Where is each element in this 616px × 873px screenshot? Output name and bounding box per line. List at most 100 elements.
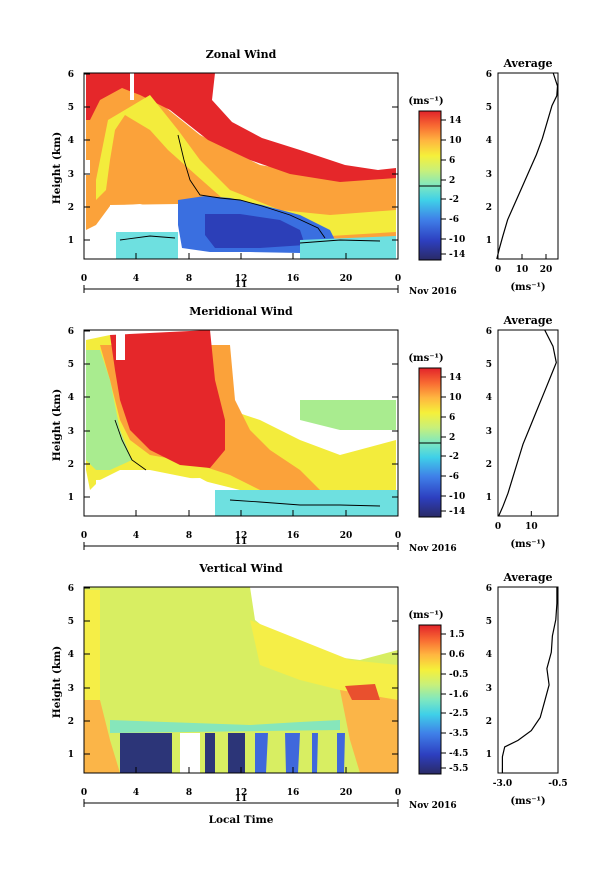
vertical-xtick-label: 12 [235,788,248,798]
meridional-cb-label: 2 [449,433,455,443]
zonal-ylabel: Height (km) [51,132,63,204]
zonal-avg-xtick-label: 20 [540,265,553,275]
meridional-zero-contour [114,419,381,507]
meridional-date-bar: 11 Nov 2016 [83,537,457,554]
zonal-xtick-label: 8 [186,274,192,284]
vertical-xtick-label: 0 [81,788,87,798]
vertical-greenblue-band [110,720,340,733]
zonal-average-xticks: 0 10 20 [495,254,552,275]
vertical-cb-label: 0.6 [449,650,465,660]
vertical-wind-panel: Vertical Wind 1 2 3 4 5 6 Height (km) 0 [51,562,568,826]
zonal-avg-ytick-label: 1 [486,236,492,246]
zonal-avg-ytick-label: 5 [486,103,492,113]
zonal-cb-label: -2 [449,195,459,205]
zonal-avg-ytick-label: 2 [486,203,492,213]
meridional-cb-label: -2 [449,452,459,462]
vertical-average-yticks: 1 2 3 4 5 6 [486,584,492,760]
vertical-xlabel: Local Time [209,814,274,826]
zonal-ytick-label: 4 [68,136,74,146]
zonal-average-frame [497,72,559,260]
meridional-avg-xtick-label: 0 [495,522,501,532]
zonal-colorbar-unit: (ms⁻¹) [408,96,443,107]
zonal-wind-panel: Zonal Wind 1 2 3 4 5 6 Height (km) 0 4 [51,48,559,297]
meridional-red-region [110,330,225,468]
zonal-red-region [86,73,396,182]
vertical-xtick-label: 16 [287,788,300,798]
zonal-average-xlabel: (ms⁻¹) [510,282,545,293]
vertical-red-patch [345,684,380,700]
vertical-avg-ytick-label: 4 [486,650,492,660]
vertical-y-ticks: 1 2 3 4 5 6 [68,584,398,760]
zonal-xtick-label: 4 [133,274,139,284]
meridional-cb-label: 10 [449,393,462,403]
meridional-average-profile-line [498,329,557,517]
vertical-cb-label: -0.5 [449,670,468,680]
vertical-xtick-label: 8 [186,788,192,798]
meridional-ytick-label: 1 [68,493,74,503]
zonal-avg-xtick-label: 10 [516,265,529,275]
meridional-y-ticks: 1 2 3 4 5 6 [68,327,398,503]
meridional-ytick-label: 2 [68,460,74,470]
meridional-ytick-label: 6 [68,327,74,337]
zonal-cb-label: -6 [449,215,459,225]
meridional-xtick-label: 4 [133,531,139,541]
meridional-avg-ytick-label: 1 [486,493,492,503]
vertical-cb-label: -4.5 [449,749,468,759]
zonal-y-ticks: 1 2 3 4 5 6 [68,70,398,246]
meridional-avg-ytick-label: 2 [486,460,492,470]
zonal-average-title: Average [502,57,552,70]
vertical-avg-xtick-label: -0.5 [548,779,567,789]
zonal-ytick-label: 6 [68,70,74,80]
vertical-date-bar: 11 Nov 2016 [83,794,457,811]
vertical-title: Vertical Wind [198,562,283,575]
meridional-avg-ytick-label: 4 [486,393,492,403]
zonal-average-profile-line [496,72,559,260]
meridional-colorbar: (ms⁻¹) 14 10 6 2 -2 -6 -10 -14 [408,353,465,518]
zonal-cb-label: 14 [449,116,462,126]
zonal-average-yticks: 1 2 3 4 5 6 [486,70,492,246]
meridional-xtick-label: 8 [186,531,192,541]
vertical-colorbar: (ms⁻¹) 1.5 0.6 -0.5 -1.6 -2.5 -3.5 -4.5 … [408,610,468,775]
vertical-average-profile-line [501,587,558,773]
vertical-ytick-label: 1 [68,750,74,760]
meridional-average-xlabel: (ms⁻¹) [510,539,545,550]
vertical-average-xticks: -3.0 -0.5 [493,768,568,789]
zonal-xtick-label: 20 [340,274,353,284]
vertical-ytick-label: 6 [68,584,74,594]
vertical-average-panel: Average 1 2 3 4 5 6 -3.0 -0.5 (ms⁻¹) [486,571,568,807]
zonal-xtick-label: 12 [235,274,248,284]
zonal-colorbar-ticks: 14 10 6 2 -2 -6 -10 -14 [441,116,465,260]
meridional-ytick-label: 5 [68,360,74,370]
vertical-x-ticks: 0 4 8 12 16 20 0 [81,767,401,798]
vertical-ytick-label: 3 [68,684,74,694]
zonal-x-ticks: 0 4 8 12 16 20 0 [81,253,401,284]
vertical-cb-label: -5.5 [449,764,468,774]
zonal-cyan-region [116,232,396,259]
zonal-darkblue-region [205,214,305,248]
meridional-avg-ytick-label: 5 [486,360,492,370]
vertical-month-label: Nov 2016 [409,801,457,811]
zonal-colorbar: (ms⁻¹) 14 10 6 2 -2 -6 -10 -14 [408,96,465,261]
meridional-colorbar-unit: (ms⁻¹) [408,353,443,364]
vertical-xtick-label: 0 [395,788,401,798]
meridional-lightgreen-region [86,350,396,470]
vertical-ylabel: Height (km) [51,646,63,718]
vertical-avg-xtick-label: -3.0 [493,779,512,789]
vertical-colorbar-ticks: 1.5 0.6 -0.5 -1.6 -2.5 -3.5 -4.5 -5.5 [441,630,468,774]
meridional-ylabel: Height (km) [51,389,63,461]
vertical-avg-ytick-label: 2 [486,717,492,727]
vertical-darkblue-blocks [120,733,245,773]
meridional-average-frame [497,329,559,517]
meridional-ytick-label: 4 [68,393,74,403]
zonal-ytick-label: 1 [68,236,74,246]
vertical-cb-label: 1.5 [449,630,465,640]
zonal-avg-ytick-label: 3 [486,170,492,180]
zonal-cb-label: 2 [449,176,455,186]
meridional-xtick-label: 0 [81,531,87,541]
vertical-cb-label: -1.6 [449,690,468,700]
meridional-xtick-label: 0 [395,531,401,541]
vertical-average-title: Average [502,571,552,584]
vertical-colorbar-unit: (ms⁻¹) [408,610,443,621]
vertical-xtick-label: 4 [133,788,139,798]
